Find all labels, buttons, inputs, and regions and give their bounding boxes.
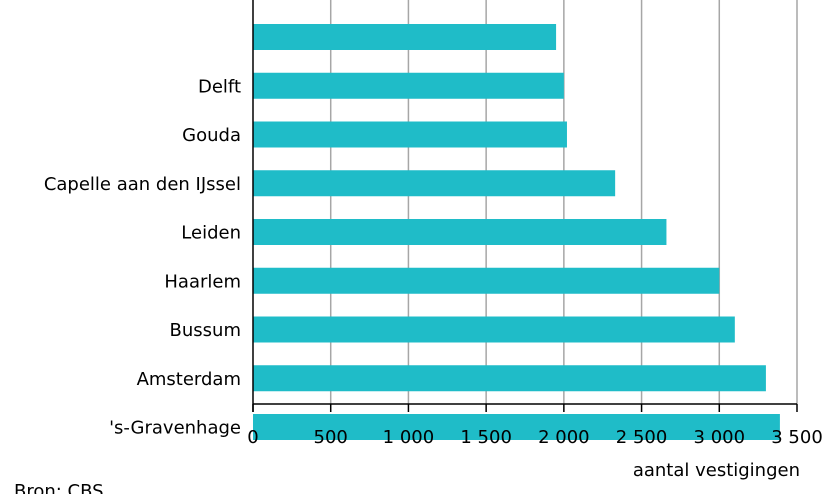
category-label-3: Capelle aan den IJssel <box>44 174 241 195</box>
category-label-2: Gouda <box>182 125 241 146</box>
bar-4 <box>253 219 667 245</box>
x-axis <box>252 0 798 412</box>
bar-5 <box>253 267 720 294</box>
x-tick-label-3: 1 500 <box>460 427 512 448</box>
bar-3 <box>253 170 616 197</box>
category-label-5: Haarlem <box>164 271 241 292</box>
x-tick-label-6: 3 000 <box>694 427 746 448</box>
x-tick-label-5: 2 500 <box>616 427 668 448</box>
x-tick-label-4: 2 000 <box>538 427 590 448</box>
x-tick-labels: 0 500 1 000 1 500 2 000 2 500 3 000 3 500 <box>247 427 822 448</box>
bar-2 <box>253 121 567 148</box>
source-note: Bron: CBS <box>14 481 104 494</box>
x-axis-title: aantal vestigingen <box>633 460 800 481</box>
bar-8 <box>253 414 780 440</box>
x-tick-label-7: 3 500 <box>771 427 823 448</box>
category-label-8: 's-Gravenhage <box>109 418 241 439</box>
bar-7 <box>253 365 766 392</box>
category-label-4: Leiden <box>181 223 241 244</box>
bar-0 <box>253 24 557 50</box>
gridlines <box>329 0 798 404</box>
bar-6 <box>253 316 735 343</box>
category-label-6: Bussum <box>170 320 241 341</box>
x-tick-label-0: 0 <box>247 427 258 448</box>
x-tick-label-2: 1 000 <box>383 427 435 448</box>
category-labels: Delft Gouda Capelle aan den IJssel Leiden Ha… <box>44 76 241 438</box>
category-label-1: Delft <box>198 76 241 97</box>
bars <box>253 24 780 440</box>
category-label-7: Amsterdam <box>137 369 241 390</box>
x-tick-label-1: 500 <box>314 427 348 448</box>
bar-1 <box>253 72 564 99</box>
